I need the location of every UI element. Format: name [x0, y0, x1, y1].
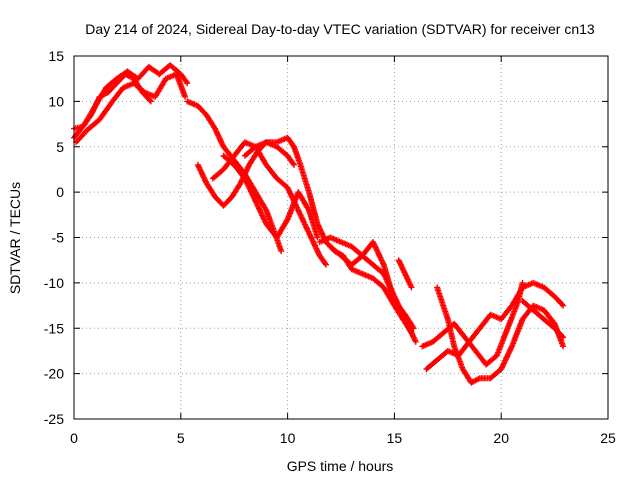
- y-tick-label: -10: [44, 275, 64, 291]
- data-point: [560, 343, 567, 350]
- chart-title: Day 214 of 2024, Sidereal Day-to-day VTE…: [85, 21, 595, 37]
- series-arc-10: [327, 239, 417, 332]
- data-point: [291, 161, 297, 168]
- data-point: [290, 160, 297, 167]
- data-point: [278, 248, 285, 255]
- data-point: [183, 78, 190, 85]
- y-tick-label: -15: [44, 320, 64, 336]
- series-arc-5: [194, 139, 297, 209]
- series-arc-13: [423, 279, 567, 373]
- x-tick-label: 20: [493, 430, 509, 446]
- x-tick-label: 15: [387, 430, 403, 446]
- y-tick-label: 10: [48, 93, 64, 109]
- series-arc-2: [73, 71, 189, 146]
- series-arc-3: [71, 71, 154, 132]
- x-tick-label: 10: [280, 430, 296, 446]
- data-point: [412, 338, 419, 345]
- y-axis-label: SDTVAR / TECUs: [7, 182, 23, 294]
- x-tick-label: 25: [600, 430, 616, 446]
- y-tick-label: 15: [48, 48, 64, 64]
- data-point: [323, 261, 329, 268]
- data-point: [147, 98, 154, 105]
- data-point: [184, 80, 191, 87]
- series-arc-7: [220, 152, 321, 241]
- data-point: [182, 93, 189, 100]
- y-tick-label: -25: [44, 411, 64, 427]
- series-arc-11: [395, 257, 415, 291]
- y-tick-label: 5: [56, 139, 64, 155]
- series-arc-15: [519, 298, 567, 341]
- data-point: [314, 234, 321, 241]
- data-point: [410, 325, 417, 332]
- data-point: [560, 302, 567, 309]
- y-tick-label: -5: [52, 230, 65, 246]
- data-point: [237, 180, 244, 186]
- y-tick-label: -20: [44, 366, 64, 382]
- x-axis-label: GPS time / hours: [287, 458, 394, 474]
- data-point: [559, 333, 566, 340]
- data-marks: [71, 62, 567, 386]
- axis-ticks: 0 5 10 15 20 25 -25 -20 -15 -10 -5 0 5 10 15: [44, 48, 616, 446]
- data-point: [322, 260, 329, 267]
- data-point: [408, 284, 415, 291]
- x-tick-label: 5: [177, 430, 185, 446]
- grid-lines: [74, 56, 608, 419]
- data-point: [146, 97, 153, 104]
- data-point: [559, 301, 566, 308]
- data-point: [560, 334, 567, 341]
- series-arc-4: [184, 98, 285, 255]
- y-tick-label: 0: [56, 184, 64, 200]
- series-arc-14: [434, 284, 567, 386]
- x-tick-label: 0: [70, 430, 78, 446]
